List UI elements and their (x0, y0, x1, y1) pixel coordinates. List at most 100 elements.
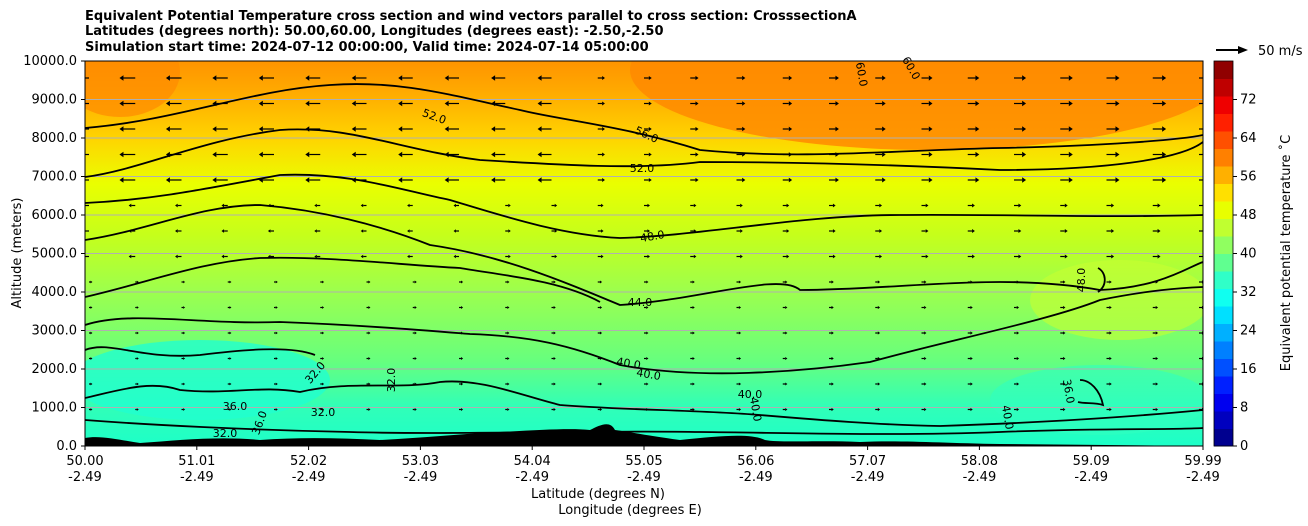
wind-arrowhead (1204, 203, 1207, 207)
colorbar-frame (1213, 60, 1234, 447)
wind-arrowhead (554, 203, 558, 208)
wind-arrowhead (879, 229, 883, 233)
wind-arrowhead (507, 306, 510, 309)
wind-arrowhead (1016, 407, 1020, 412)
wind-arrowhead (553, 408, 556, 411)
wind-arrowhead (275, 382, 278, 386)
wind-arrowhead (1064, 254, 1068, 259)
wind-arrowhead (646, 280, 649, 284)
wind-arrowhead (508, 229, 511, 233)
wind-arrowhead (1155, 356, 1159, 361)
wind-arrowhead (398, 75, 403, 81)
wind-arrowhead (322, 408, 325, 411)
wind-arrowhead (972, 254, 975, 259)
wind-arrowhead (975, 126, 980, 132)
colorbar-band (1214, 113, 1233, 132)
wind-arrowhead (275, 280, 278, 284)
colorbar-band (1214, 393, 1233, 412)
wind-arrowhead (1111, 254, 1115, 259)
x-tick-label-lon: -2.49 (404, 470, 438, 485)
wind-arrowhead (267, 203, 271, 208)
wind-arrowhead (738, 305, 742, 310)
wind-arrowhead (136, 408, 139, 411)
wind-arrowhead (877, 331, 881, 335)
wind-arrowhead (832, 254, 836, 259)
wind-arrowhead (165, 100, 170, 107)
wind-arrowhead (90, 408, 93, 411)
wind-arrowhead (1064, 203, 1068, 208)
x-tick-label-lat: 56.06 (737, 454, 774, 469)
wind-arrowhead (1016, 305, 1020, 310)
wind-arrowhead (453, 254, 456, 259)
wind-arrowhead (695, 126, 699, 132)
x-tick-label-lat: 55.05 (625, 454, 662, 469)
wind-arrowhead (1018, 203, 1022, 208)
wind-arrowhead (602, 101, 605, 106)
wind-arrowhead (414, 331, 417, 335)
wind-arrowhead (508, 254, 511, 259)
wind-arrowhead (924, 280, 927, 284)
wind-arrowhead (444, 75, 449, 81)
wind-arrowhead (738, 382, 742, 386)
wind-arrowhead (508, 203, 511, 208)
wind-arrowhead (1209, 152, 1213, 158)
wind-arrowhead (601, 254, 604, 259)
wind-arrowhead (975, 75, 980, 81)
wind-arrowhead (461, 306, 464, 309)
wind-arrowhead (1109, 280, 1112, 284)
wind-arrowhead (314, 229, 317, 233)
wind-arrowhead (924, 407, 927, 412)
wind-arrowhead (90, 306, 93, 309)
wind-arrowhead (647, 203, 650, 208)
wind-arrowhead (507, 357, 510, 360)
wind-arrowhead (398, 177, 403, 183)
wind-arrowhead (1063, 382, 1066, 386)
x-tick-label-lat: 59.99 (1184, 454, 1221, 469)
contour-label: 40.0 (615, 355, 641, 372)
wind-arrowhead (183, 306, 186, 309)
contour-label: 40.0 (738, 388, 763, 401)
wind-arrowhead (212, 177, 217, 183)
wind-arrowhead (928, 126, 933, 132)
wind-arrowhead (360, 229, 364, 233)
wind-arrowhead (119, 177, 124, 183)
wind-arrowhead (924, 356, 927, 361)
wind-arrowhead (695, 101, 699, 106)
x-tick-label-lat: 54.04 (514, 454, 551, 469)
chart-title-line-1: Equivalent Potential Temperature cross s… (85, 9, 857, 24)
wind-arrowhead (599, 356, 603, 361)
colorbar-band (1214, 218, 1233, 237)
wind-arrowhead (491, 75, 496, 81)
wind-arrowhead (212, 151, 217, 158)
wind-arrowhead (1022, 151, 1027, 158)
wind-arrowhead (1155, 280, 1159, 284)
wind-arrowhead (175, 203, 178, 208)
wind-arrowhead (258, 151, 263, 158)
wind-arrowhead (136, 357, 139, 360)
wind-arrowhead (1162, 126, 1167, 132)
wind-arrowhead (119, 126, 124, 132)
wind-arrowhead (360, 254, 364, 259)
x-tick-label-lon: -2.49 (180, 470, 214, 485)
wind-arrowhead (1022, 126, 1027, 132)
colorbar-band (1214, 131, 1233, 149)
wind-arrowhead (692, 331, 695, 335)
wind-arrowhead (928, 151, 933, 158)
colorbar-band (1214, 148, 1233, 167)
wind-arrowhead (258, 177, 263, 183)
wind-arrowhead (398, 100, 403, 107)
wind-arrowhead (1209, 101, 1213, 107)
wind-arrowhead (1209, 177, 1213, 183)
wind-arrowhead (648, 152, 652, 157)
x-tick-label-lon: -2.49 (292, 470, 326, 485)
wind-arrowhead (221, 203, 225, 208)
wind-arrowhead (1155, 305, 1159, 310)
y-tick-label: 9000.0 (32, 93, 78, 108)
wind-arrowhead (398, 126, 403, 132)
x-tick-label-lon: -2.49 (851, 470, 885, 485)
wind-arrowhead (398, 151, 403, 158)
wind-arrowhead (788, 126, 793, 132)
wind-arrowhead (1109, 305, 1112, 310)
wind-arrowhead (695, 75, 699, 81)
wind-arrowhead (740, 229, 743, 233)
